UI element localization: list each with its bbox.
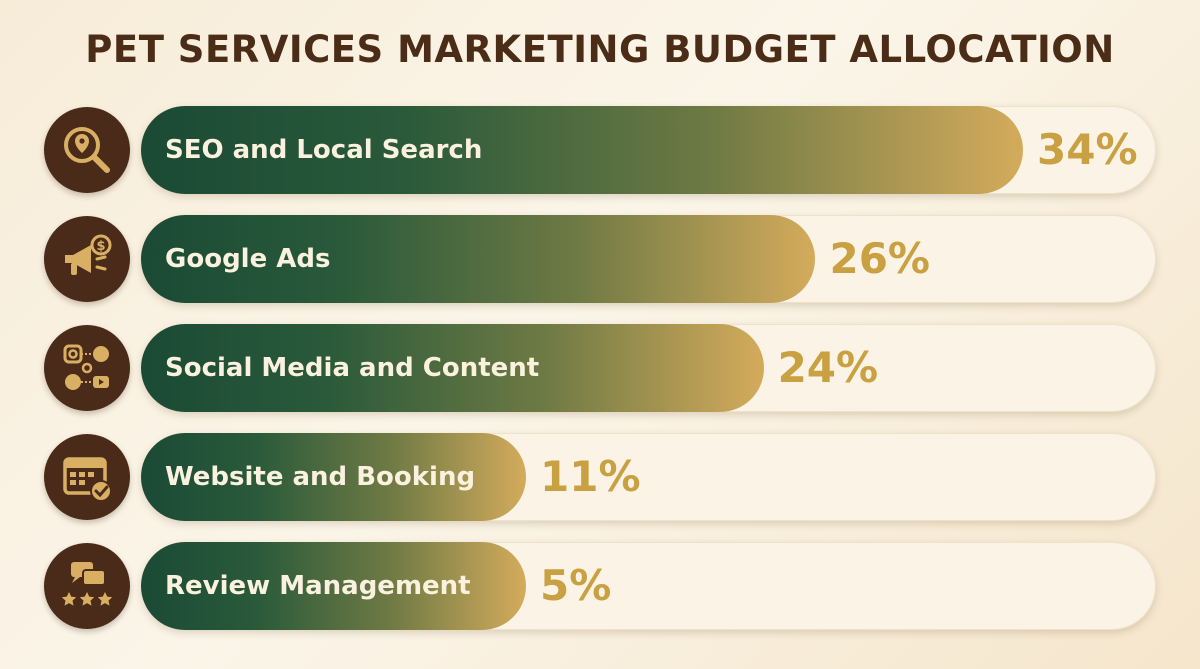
data-label: 11% <box>540 452 641 501</box>
chart-title: PET SERVICES MARKETING BUDGET ALLOCATION <box>85 28 1115 71</box>
bar-fill: Review Management <box>141 542 526 630</box>
bar-track: Google Ads 26% <box>141 215 1156 303</box>
bar-label: SEO and Local Search <box>165 135 483 165</box>
review-stars-icon <box>44 543 130 629</box>
bar-fill: Google Ads <box>141 215 816 303</box>
data-label: 26% <box>829 234 930 283</box>
social-media-icon <box>44 325 130 411</box>
data-label: 5% <box>540 561 612 610</box>
bar-track: Social Media and Content 24% <box>141 324 1156 412</box>
bar-track: SEO and Local Search 34% <box>141 106 1156 194</box>
bar-label: Review Management <box>165 571 471 601</box>
bar-row: Website and Booking 11% <box>44 433 1156 521</box>
bar-label: Website and Booking <box>165 462 476 492</box>
bar-row: $ Google Ads 26% <box>44 215 1156 303</box>
bar-label: Social Media and Content <box>165 353 540 383</box>
bar-fill: Social Media and Content <box>141 324 764 412</box>
bar-row: Review Management 5% <box>44 542 1156 630</box>
bar-row: SEO and Local Search 34% <box>44 106 1156 194</box>
bar-track: Review Management 5% <box>141 542 1156 630</box>
bar-fill: SEO and Local Search <box>141 106 1023 194</box>
bar-row: Social Media and Content 24% <box>44 324 1156 412</box>
calendar-check-icon <box>44 434 130 520</box>
bar-label: Google Ads <box>165 244 331 274</box>
bar-track: Website and Booking 11% <box>141 433 1156 521</box>
svg-text:$: $ <box>96 239 105 254</box>
megaphone-dollar-icon: $ <box>44 216 130 302</box>
bar-fill: Website and Booking <box>141 433 526 521</box>
location-search-icon <box>44 107 130 193</box>
data-label: 24% <box>777 343 879 392</box>
data-label: 34% <box>1037 125 1138 174</box>
